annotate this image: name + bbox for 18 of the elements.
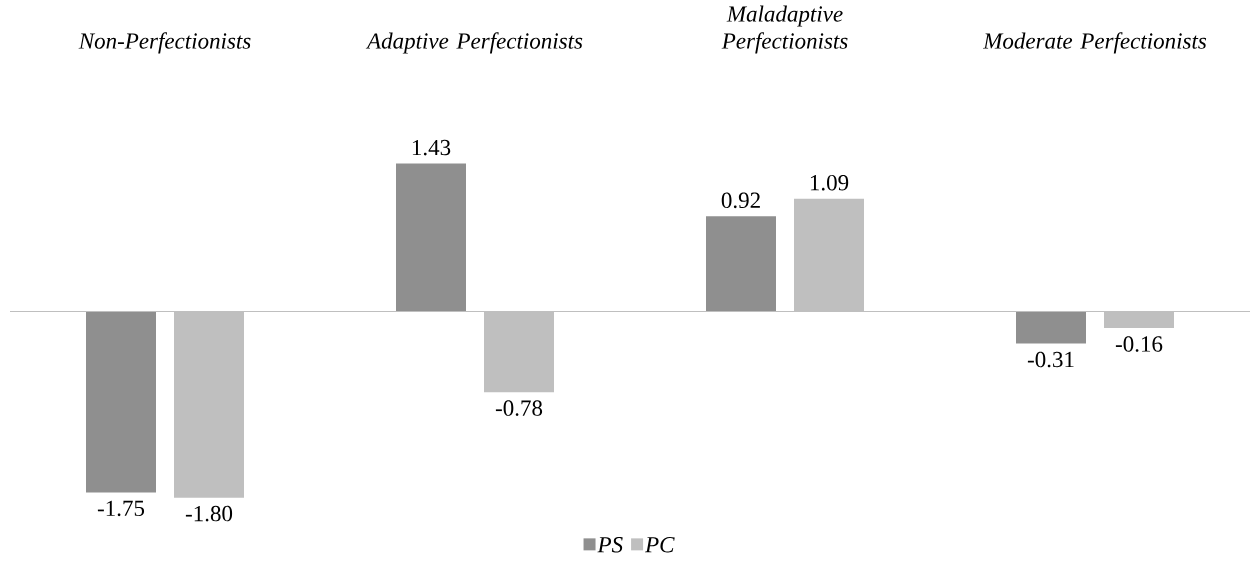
x-tick-label: Adaptive Perfectionists xyxy=(365,32,583,54)
data-label: -0.16 xyxy=(1115,336,1163,352)
data-label: -0.31 xyxy=(1027,351,1074,368)
x-tick-label: Moderate Perfectionists xyxy=(982,32,1207,54)
data-label: -1.80 xyxy=(185,505,233,522)
bar xyxy=(86,311,156,493)
bar xyxy=(1016,311,1087,344)
x-tick-label: Maladaptive Perfectionists xyxy=(721,5,848,54)
data-label: 1.43 xyxy=(412,139,451,156)
data-label: -0.78 xyxy=(495,400,543,416)
data-label: -1.75 xyxy=(97,500,145,517)
bar xyxy=(706,216,776,312)
data-label: 1.09 xyxy=(810,174,849,191)
legend-label: PC xyxy=(644,537,675,553)
x-tick-label: Non-Perfectionists xyxy=(78,32,251,54)
legend-label: PS xyxy=(597,537,623,553)
bar xyxy=(396,163,466,312)
data-label: 0.92 xyxy=(721,192,760,209)
